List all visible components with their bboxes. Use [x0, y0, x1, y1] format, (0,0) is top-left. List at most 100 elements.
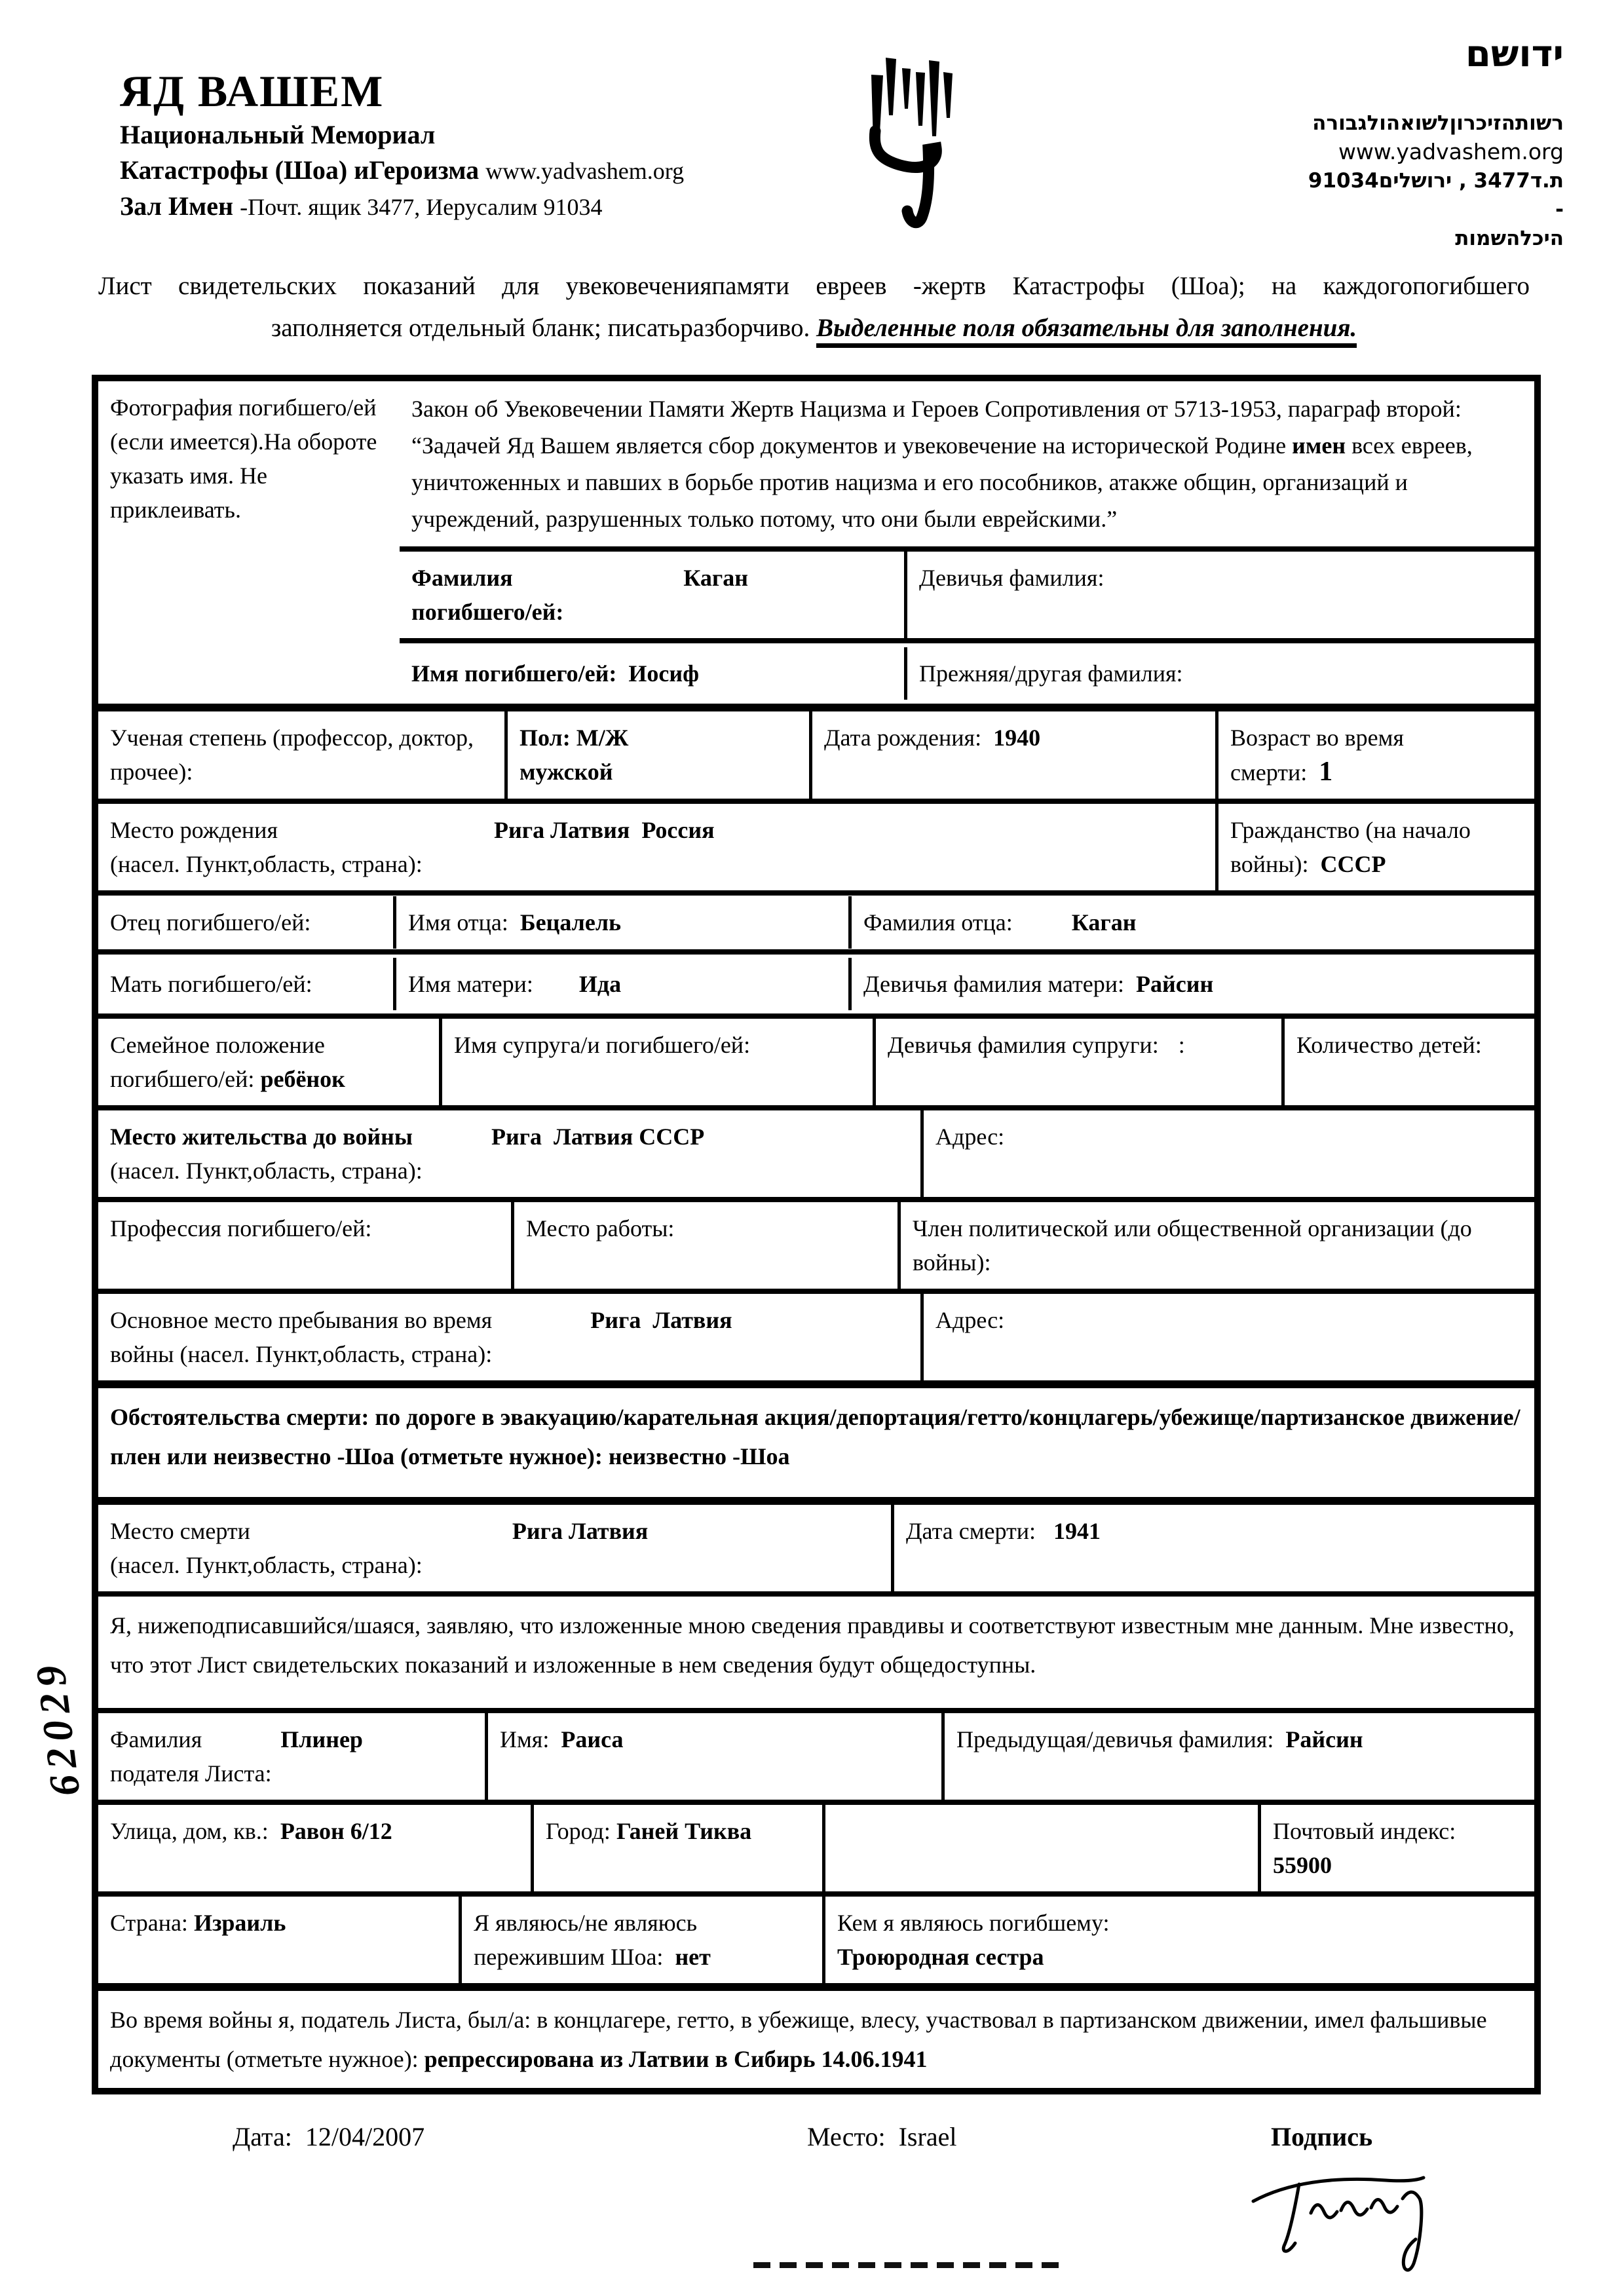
org-hebrew-address: ת.ד3477 , ירושלים91034 [1308, 169, 1564, 193]
mother-maiden-field: Девичья фамилия матери: Райсин [848, 958, 1534, 1010]
row-submitter-war: Во время войны я, податель Листа, был/а:… [98, 1983, 1534, 2088]
form-instructions: Лист свидетельских показаний для увекове… [98, 265, 1530, 349]
submitter-surname-value: Плинер [280, 1726, 363, 1752]
death-circumstances-field: Обстоятельства смерти: по дороге в эваку… [110, 1404, 1520, 1469]
law-paragraph-row: Закон об Увековечении Памяти Жертв Нациз… [400, 381, 1534, 546]
photo-note: Фотография погибшего/ей (если имеется).Н… [110, 394, 377, 523]
death-circumstances-value: неизвестно -Шоа [608, 1443, 790, 1469]
submitter-war-value: репрессирована из Латвии в Сибирь 14.06.… [424, 2046, 928, 2072]
org-hebrew-dash: - [1555, 198, 1564, 221]
birth-place-field: Место рождения Рига Латвия Россия (насел.… [110, 817, 715, 877]
date-value: 12/04/2007 [305, 2122, 425, 2151]
city-field: Город: Ганей Тиква [531, 1805, 822, 1891]
signature-label: Подпись [1271, 2122, 1373, 2151]
row-submitter-names: Фамилия Плинер подателя Листа: Имя: Раиса… [98, 1708, 1534, 1800]
org-hebrew-hall-of-names: היכלהשמות [1455, 227, 1564, 250]
mother-maiden-value: Райсин [1136, 971, 1214, 997]
victim-surname-value: Каган [683, 565, 748, 591]
birth-date-value: 1940 [993, 725, 1041, 751]
scan-artifact-marks [753, 2262, 1061, 2268]
father-surname-field: Фамилия отца: Каган [848, 896, 1534, 949]
row-birthplace-citizenship: Место рождения Рига Латвия Россия (насел.… [98, 799, 1534, 890]
prewar-residence-field: Место жительства до войны Рига Латвия ССС… [110, 1124, 705, 1184]
previous-name-field: Прежняя/другая фамилия: [904, 647, 1534, 700]
org-header-russian: ЯД ВАШЕМ Национальный Мемориал Катастроф… [120, 66, 684, 225]
submitter-surname-field: Фамилия Плинер подателя Листа: [110, 1726, 363, 1787]
place-value: Israel [898, 2122, 957, 2151]
victim-first-name-field: Имя погибшего/ей: Иосиф [411, 660, 700, 687]
country-field: Страна: Израиль [110, 1910, 286, 1936]
age-at-death-value: 1 [1319, 757, 1333, 787]
row-marital: Семейное положение погибшего/ей: ребёнок… [98, 1013, 1534, 1105]
row-profession: Профессия погибшего/ей: Место работы: Чл… [98, 1197, 1534, 1289]
prewar-address-field: Адрес: [920, 1110, 1534, 1197]
date-field: Дата: 12/04/2007 [233, 2122, 425, 2151]
declaration-text: Я, нижеподписавшийся/шаяся, заявляю, что… [110, 1612, 1515, 1678]
mother-label: Мать погибшего/ей: [110, 971, 312, 997]
org-subtitle-2: Катастрофы (Шоа) иГероизма www.yadvashem… [120, 155, 685, 185]
marital-status-field: Семейное положение погибшего/ей: ребёнок [110, 1032, 345, 1092]
org-subtitle-1: Национальный Мемориал [120, 120, 436, 149]
submitter-name-field: Имя: Раиса [485, 1713, 941, 1800]
postal-code-value: 55900 [1273, 1852, 1332, 1878]
org-subtitle-3: Зал Имен -Почт. ящик 3477, Иерусалим 910… [120, 191, 603, 221]
submitter-previous-name-value: Райсин [1285, 1726, 1363, 1752]
survivor-value: нет [675, 1944, 711, 1970]
photo-box: Фотография погибшего/ей (если имеется).Н… [98, 381, 400, 704]
handwritten-signature [1248, 2161, 1471, 2272]
father-name-value: Бецалель [519, 909, 622, 936]
submitter-war-field: Во время войны я, податель Листа, был/а:… [110, 2007, 1487, 2072]
surname-row: Фамилия Каган погибшего/ей: Девичья фамил… [400, 546, 1534, 638]
first-name-row: Имя погибшего/ей: Иосиф Прежняя/другая ф… [400, 638, 1534, 704]
mother-name-value: Ида [578, 971, 622, 997]
country-value: Израиль [193, 1910, 286, 1936]
instructions-line1: Лист свидетельских показаний для увекове… [98, 272, 1530, 300]
row-degree-sex-birth-age: Ученая степень (профессор, доктор, проче… [98, 704, 1534, 799]
yad-vashem-menorah-logo-icon [866, 52, 964, 236]
city-value: Ганей Тиква [616, 1818, 752, 1844]
row-death-circumstances: Обстоятельства смерти: по дороге в эваку… [98, 1380, 1534, 1500]
degree-field: Ученая степень (профессор, доктор, проче… [110, 725, 474, 785]
birth-date-field: Дата рождения: 1940 [809, 711, 1215, 799]
sex-field: Пол: М/Ж мужской [504, 711, 809, 799]
spouse-maiden-field: Девичья фамилия супруги:: [873, 1019, 1281, 1105]
organization-field: Член политической или общественной орган… [897, 1202, 1534, 1289]
wartime-place-value: Рига Латвия [590, 1307, 732, 1333]
row-declaration: Я, нижеподписавшийся/шаяся, заявляю, что… [98, 1591, 1534, 1708]
org-title: ЯД ВАШЕМ [120, 66, 385, 116]
org-url: www.yadvashem.org [485, 158, 685, 184]
address-empty-cell [822, 1805, 1258, 1891]
wartime-address-field: Адрес: [920, 1294, 1534, 1380]
death-date-field: Дата смерти: 1941 [891, 1505, 1534, 1591]
age-at-death-field: Возраст во время смерти: 1 [1215, 711, 1534, 799]
org-header-hebrew: ידושם רשותהזיכרוןלשואהולגבורה www.yadvas… [1308, 31, 1564, 253]
maiden-name-field: Девичья фамилия: [904, 552, 1534, 638]
survivor-field: Я являюсь/не являюсь пережившим Шоа: нет [459, 1897, 822, 1983]
testimony-table: Фотография погибшего/ей (если имеется).Н… [92, 375, 1541, 2094]
row-wartime-place: Основное место пребывания во время Рига Л… [98, 1289, 1534, 1380]
place-field: Место: Israel [807, 2122, 957, 2151]
row-prewar-residence: Место жительства до войны Рига Латвия ССС… [98, 1105, 1534, 1197]
death-place-value: Рига Латвия [512, 1518, 649, 1544]
citizenship-field: Гражданство (на начало войны): СССР [1215, 804, 1534, 890]
row-country-relation: Страна: Израиль Я являюсь/не являюсь пер… [98, 1891, 1534, 1983]
sex-value: мужской [519, 759, 613, 785]
org-hebrew-url: www.yadvashem.org [1338, 139, 1564, 164]
relation-value: Троюродная сестра [837, 1944, 1044, 1970]
birth-place-value: Рига Латвия Россия [494, 817, 715, 843]
workplace-field: Место работы: [511, 1202, 897, 1289]
row-death-place: Место смерти Рига Латвия (насел. Пункт,об… [98, 1500, 1534, 1591]
children-count-field: Количество детей: [1281, 1019, 1534, 1105]
father-label: Отец погибшего/ей: [110, 909, 311, 936]
row-submitter-address: Улица, дом, кв.: Равон 6/12 Город: Ганей… [98, 1800, 1534, 1891]
org-title-hebrew: ידושם [1465, 33, 1564, 75]
prewar-residence-value: Рига Латвия СССР [491, 1124, 705, 1150]
instructions-line2: заполняется отдельный бланк; писатьразбо… [98, 307, 1530, 349]
citizenship-value: СССР [1320, 851, 1386, 877]
father-surname-value: Каган [1071, 909, 1137, 936]
street-value: Равон 6/12 [280, 1818, 392, 1844]
death-place-field: Место смерти Рига Латвия (насел. Пункт,об… [110, 1518, 649, 1578]
father-name-field: Имя отца: Бецалель [393, 896, 848, 949]
profession-field: Профессия погибшего/ей: [110, 1215, 372, 1241]
